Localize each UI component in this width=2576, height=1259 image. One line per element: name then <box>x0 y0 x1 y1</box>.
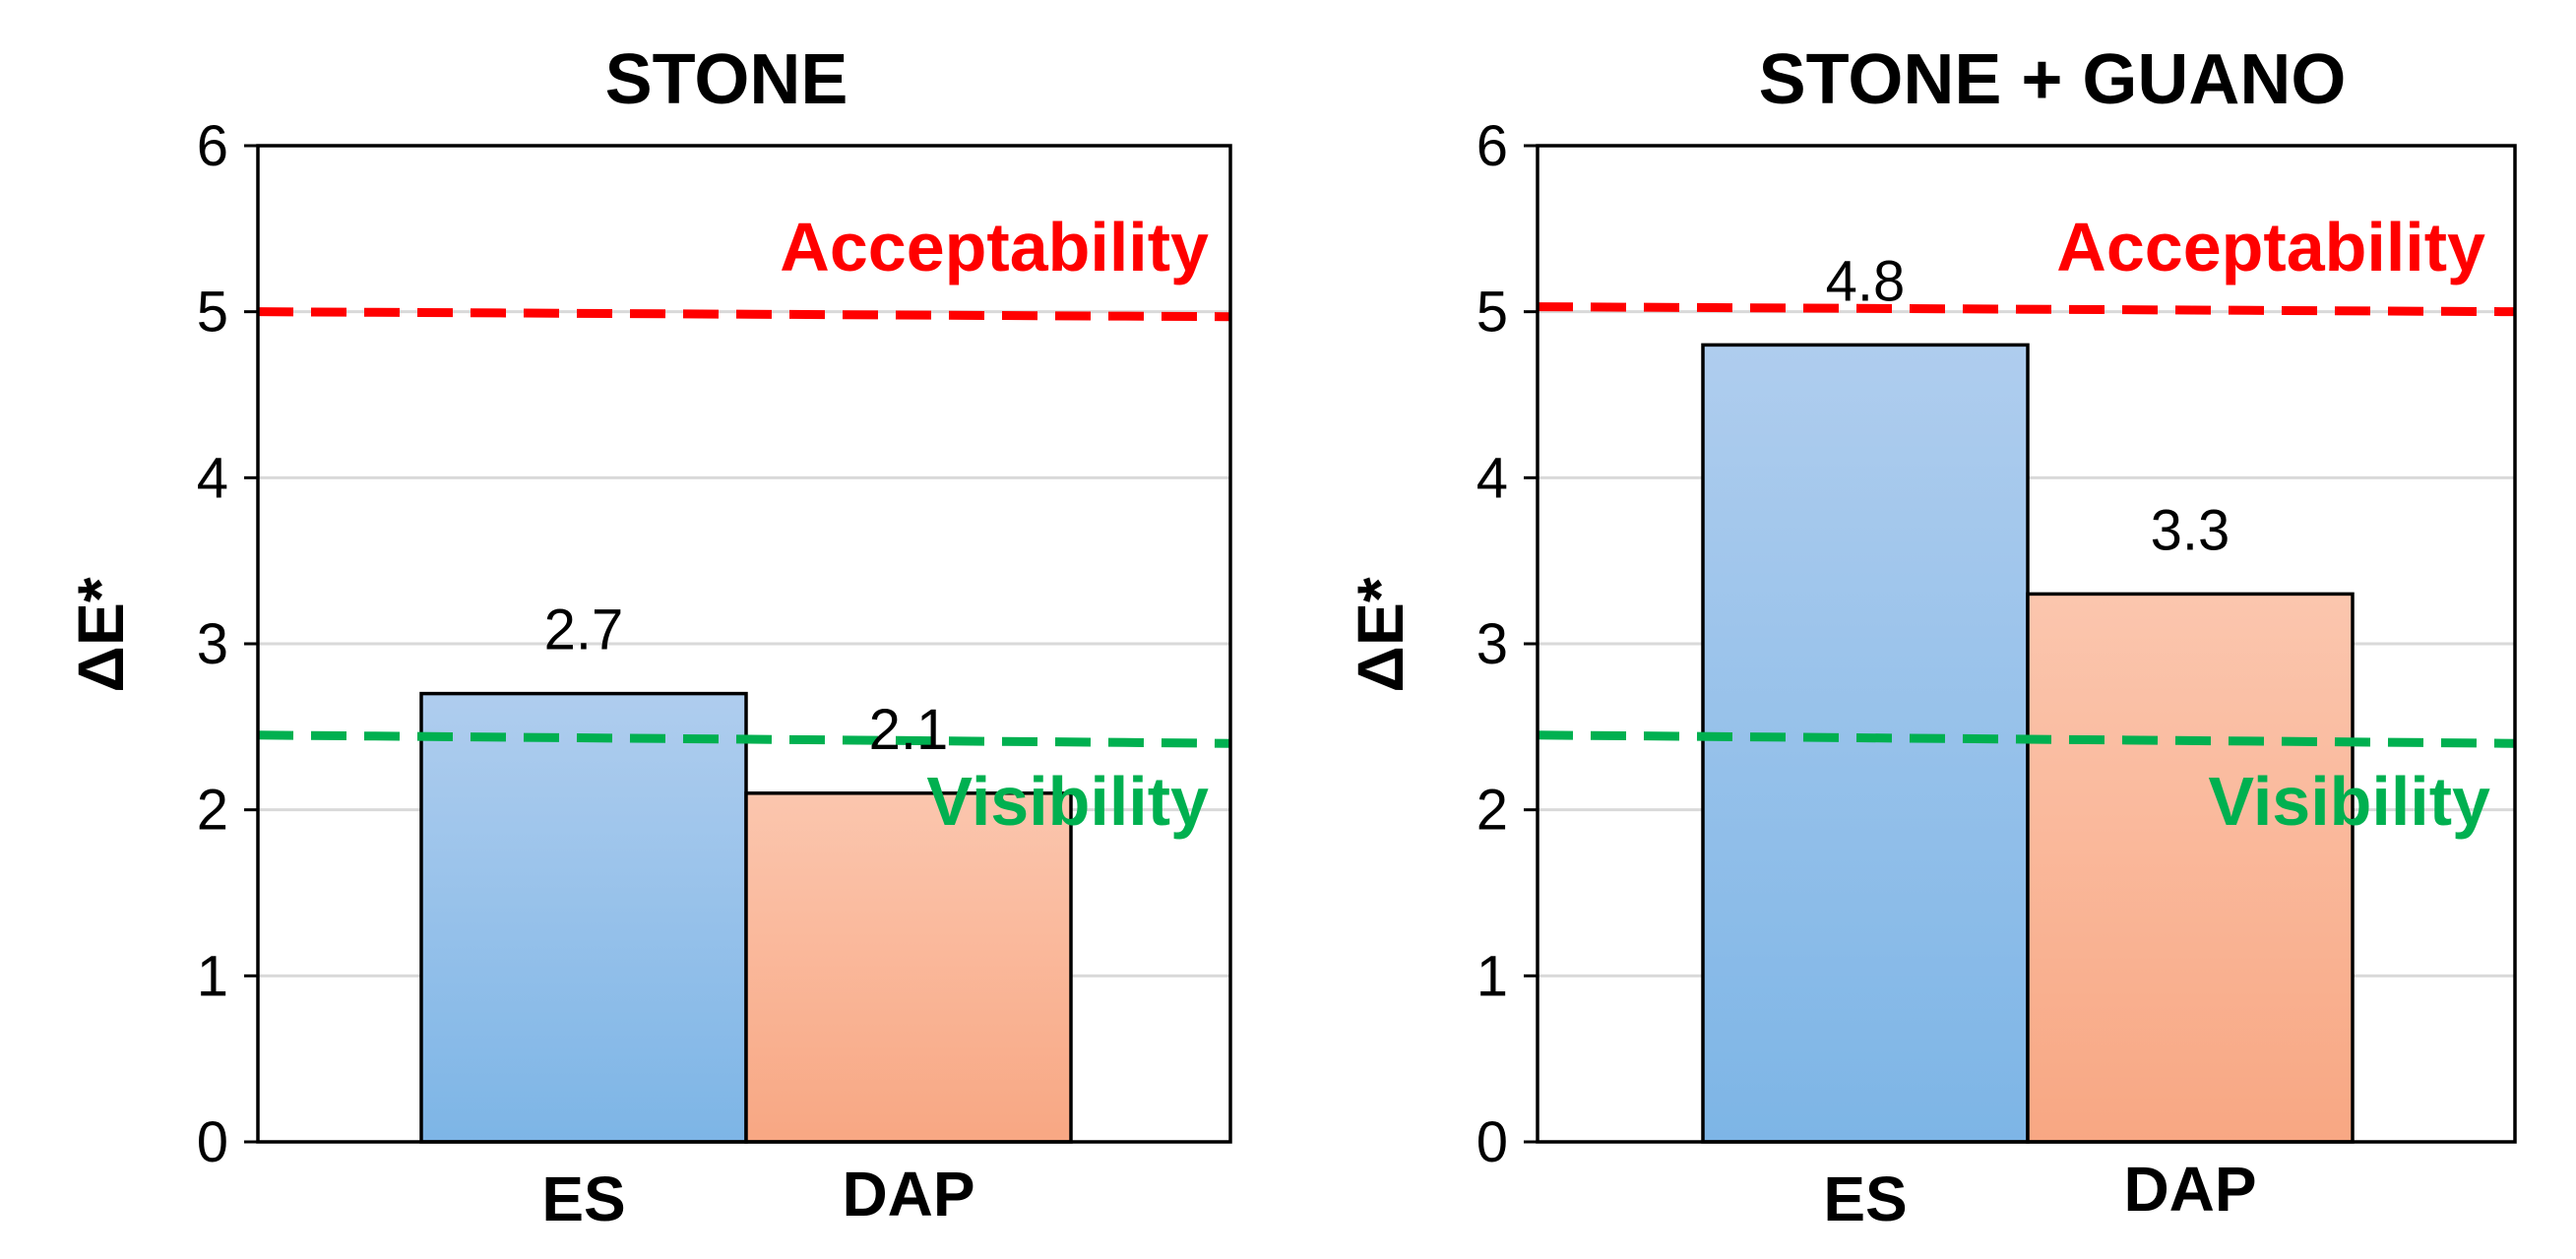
y-tick-label: 2 <box>1476 779 1508 843</box>
y-tick-label: 1 <box>1476 944 1508 1008</box>
acceptability-label: Acceptability <box>2056 209 2485 285</box>
bars <box>419 691 1073 1144</box>
y-tick-labels: 0 1 2 3 4 5 6 <box>1476 114 1538 1174</box>
visibility-label: Visibility <box>926 763 1209 840</box>
y-tick-label: 3 <box>1476 612 1508 676</box>
chart-title: STONE + GUANO <box>1759 40 2347 119</box>
bars <box>1701 343 2355 1144</box>
data-label: 2.1 <box>869 698 949 762</box>
plot-frame-border <box>1536 144 2517 1144</box>
data-label: 3.3 <box>2151 498 2230 562</box>
plot-frame <box>1536 144 2517 1144</box>
chart-panel-stone-guano: STONE + GUANO ΔE* 0 1 2 3 4 5 6 Acceptability V… <box>1344 40 2517 1234</box>
x-category-labels: ES DAP <box>1823 1154 2256 1234</box>
x-category-labels: ES DAP <box>541 1159 974 1234</box>
x-category-label: DAP <box>2123 1154 2256 1225</box>
y-axis-label: ΔE* <box>64 577 137 692</box>
bar-dap <box>744 791 1073 1144</box>
y-tick-label: 2 <box>197 779 228 843</box>
bar-dap <box>2026 592 2355 1144</box>
data-labels: 2.7 2.1 <box>544 598 949 762</box>
y-axis-label: ΔE* <box>1344 577 1416 692</box>
x-category-label: ES <box>541 1164 625 1234</box>
y-tick-label: 6 <box>197 114 228 178</box>
visibility-label: Visibility <box>2208 763 2490 840</box>
data-labels: 4.8 3.3 <box>1826 249 2230 562</box>
y-tick-label: 0 <box>197 1110 228 1174</box>
bar-es <box>1701 343 2030 1144</box>
reference-lines: Acceptability Visibility <box>257 209 1231 840</box>
y-tick-label: 5 <box>197 281 228 345</box>
y-tick-labels: 0 1 2 3 4 5 6 <box>197 114 258 1174</box>
plot-frame-border <box>256 144 1232 1144</box>
reference-lines: Acceptability Visibility <box>1537 209 2516 840</box>
acceptability-line <box>257 307 1231 322</box>
bar-es <box>419 691 748 1144</box>
y-tick-label: 3 <box>197 612 228 676</box>
plot-frame <box>256 144 1232 1144</box>
visibility-line <box>257 730 1231 748</box>
y-tick-label: 4 <box>1476 446 1508 510</box>
y-tick-label: 0 <box>1476 1110 1508 1174</box>
visibility-line <box>1537 730 2516 748</box>
x-category-label: ES <box>1823 1164 1907 1234</box>
data-label: 2.7 <box>544 598 624 662</box>
acceptability-label: Acceptability <box>780 209 1209 285</box>
y-tick-label: 1 <box>197 944 228 1008</box>
y-tick-label: 6 <box>1476 114 1508 178</box>
x-category-label: DAP <box>842 1159 974 1229</box>
y-tick-label: 4 <box>197 446 228 510</box>
chart-panel-stone: STONE ΔE* 0 1 2 3 4 5 6 Acceptability Visibilit… <box>64 40 1232 1234</box>
acceptability-line <box>1537 302 2516 317</box>
data-label: 4.8 <box>1826 249 1906 313</box>
chart-title: STONE <box>605 40 848 119</box>
y-tick-label: 5 <box>1476 281 1508 345</box>
